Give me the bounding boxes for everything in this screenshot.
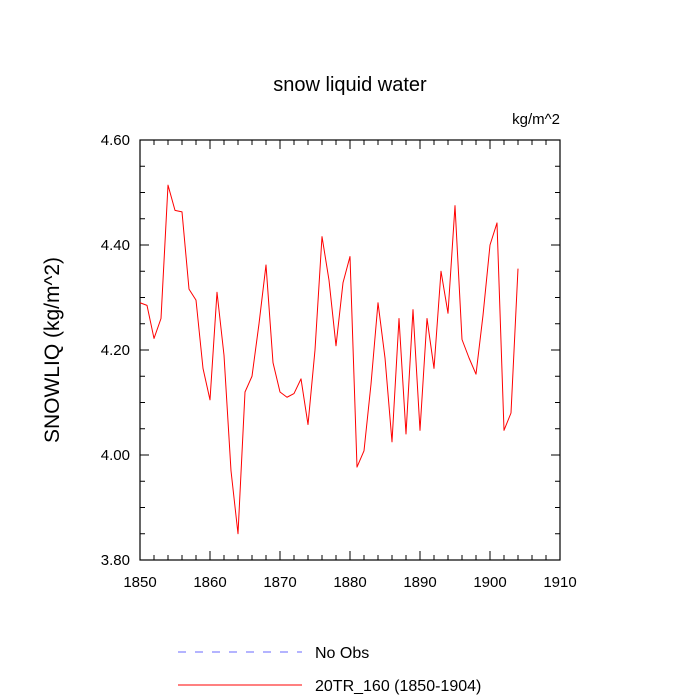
legend-label-2: 20TR_160 (1850-1904) [315, 678, 481, 695]
y-axis-label: SNOWLIQ (kg/m^2) [41, 257, 64, 443]
x-tick-label: 1860 [193, 574, 226, 591]
plot-frame [139, 139, 561, 561]
x-tick-label: 1850 [123, 574, 156, 591]
x-tick-label: 1910 [543, 574, 576, 591]
y-tick-label: 3.80 [101, 552, 130, 569]
series-line [139, 184, 519, 535]
axis-ticks: 1850 1860 1870 1880 1890 1900 1910 3.80 4.00 4.20… [101, 132, 577, 591]
x-tick-label: 1870 [263, 574, 296, 591]
units-label: kg/m^2 [512, 111, 560, 128]
chart-title: snow liquid water [273, 74, 427, 96]
legend: No Obs 20TR_160 (1850-1904) [178, 645, 481, 695]
y-tick-label: 4.00 [101, 447, 130, 464]
x-tick-label: 1880 [333, 574, 366, 591]
x-tick-label: 1900 [473, 574, 506, 591]
legend-label-1: No Obs [315, 645, 369, 662]
y-tick-label: 4.60 [101, 132, 130, 149]
series-lines [139, 184, 519, 535]
y-tick-label: 4.20 [101, 342, 130, 359]
y-tick-label: 4.40 [101, 237, 130, 254]
x-tick-label: 1890 [403, 574, 436, 591]
